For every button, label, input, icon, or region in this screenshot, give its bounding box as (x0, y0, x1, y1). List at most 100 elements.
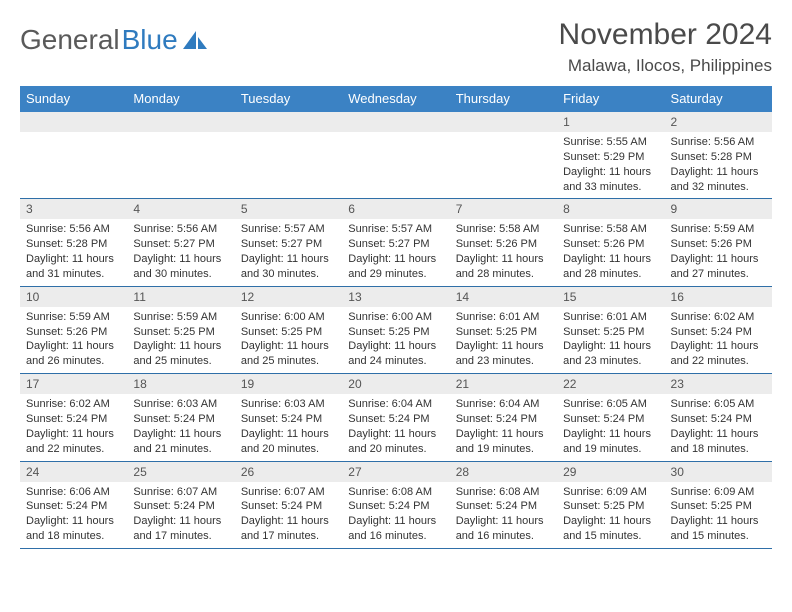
daylight-line: Daylight: 11 hours and 16 minutes. (456, 514, 551, 544)
sunrise-line: Sunrise: 5:59 AM (26, 310, 121, 325)
sunrise-line: Sunrise: 5:56 AM (26, 222, 121, 237)
sunrise-line: Sunrise: 6:07 AM (133, 485, 228, 500)
sunrise-line: Sunrise: 5:56 AM (671, 135, 766, 150)
sunset-line: Sunset: 5:26 PM (26, 325, 121, 340)
calendar-cell: 25Sunrise: 6:07 AMSunset: 5:24 PMDayligh… (127, 461, 234, 548)
day-details: Sunrise: 6:00 AMSunset: 5:25 PMDaylight:… (235, 307, 342, 373)
daylight-line: Daylight: 11 hours and 19 minutes. (456, 427, 551, 457)
month-title: November 2024 (559, 18, 772, 52)
day-number: 23 (665, 374, 772, 394)
sunrise-line: Sunrise: 6:01 AM (456, 310, 551, 325)
sunrise-line: Sunrise: 6:05 AM (563, 397, 658, 412)
daylight-line: Daylight: 11 hours and 30 minutes. (133, 252, 228, 282)
daylight-line: Daylight: 11 hours and 23 minutes. (563, 339, 658, 369)
sunrise-line: Sunrise: 6:03 AM (241, 397, 336, 412)
calendar-week: 10Sunrise: 5:59 AMSunset: 5:26 PMDayligh… (20, 286, 772, 373)
day-details: Sunrise: 6:01 AMSunset: 5:25 PMDaylight:… (557, 307, 664, 373)
empty-day (235, 112, 342, 132)
sunrise-line: Sunrise: 5:58 AM (456, 222, 551, 237)
calendar-cell (342, 112, 449, 199)
daylight-line: Daylight: 11 hours and 18 minutes. (671, 427, 766, 457)
day-header: Wednesday (342, 86, 449, 112)
day-details: Sunrise: 5:58 AMSunset: 5:26 PMDaylight:… (557, 219, 664, 285)
day-number: 6 (342, 199, 449, 219)
day-details: Sunrise: 6:04 AMSunset: 5:24 PMDaylight:… (450, 394, 557, 460)
day-header: Saturday (665, 86, 772, 112)
day-details: Sunrise: 6:01 AMSunset: 5:25 PMDaylight:… (450, 307, 557, 373)
calendar-cell: 9Sunrise: 5:59 AMSunset: 5:26 PMDaylight… (665, 199, 772, 286)
day-number: 21 (450, 374, 557, 394)
day-number: 13 (342, 287, 449, 307)
day-number: 20 (342, 374, 449, 394)
sunset-line: Sunset: 5:25 PM (671, 499, 766, 514)
day-details: Sunrise: 5:56 AMSunset: 5:28 PMDaylight:… (20, 219, 127, 285)
day-number: 3 (20, 199, 127, 219)
day-details: Sunrise: 6:09 AMSunset: 5:25 PMDaylight:… (665, 482, 772, 548)
sunset-line: Sunset: 5:24 PM (671, 412, 766, 427)
calendar-cell: 16Sunrise: 6:02 AMSunset: 5:24 PMDayligh… (665, 286, 772, 373)
daylight-line: Daylight: 11 hours and 16 minutes. (348, 514, 443, 544)
sunrise-line: Sunrise: 5:56 AM (133, 222, 228, 237)
day-number: 11 (127, 287, 234, 307)
calendar-cell (20, 112, 127, 199)
day-number: 8 (557, 199, 664, 219)
sunset-line: Sunset: 5:24 PM (133, 499, 228, 514)
logo-text-1: General (20, 24, 120, 56)
day-details: Sunrise: 5:59 AMSunset: 5:26 PMDaylight:… (665, 219, 772, 285)
sunrise-line: Sunrise: 6:03 AM (133, 397, 228, 412)
sunset-line: Sunset: 5:24 PM (26, 412, 121, 427)
daylight-line: Daylight: 11 hours and 21 minutes. (133, 427, 228, 457)
sunset-line: Sunset: 5:25 PM (241, 325, 336, 340)
sunrise-line: Sunrise: 5:57 AM (241, 222, 336, 237)
sunset-line: Sunset: 5:29 PM (563, 150, 658, 165)
calendar-cell: 15Sunrise: 6:01 AMSunset: 5:25 PMDayligh… (557, 286, 664, 373)
sunset-line: Sunset: 5:24 PM (348, 412, 443, 427)
sunset-line: Sunset: 5:24 PM (563, 412, 658, 427)
calendar-cell: 8Sunrise: 5:58 AMSunset: 5:26 PMDaylight… (557, 199, 664, 286)
sunset-line: Sunset: 5:25 PM (563, 499, 658, 514)
daylight-line: Daylight: 11 hours and 20 minutes. (348, 427, 443, 457)
logo-text-2: Blue (122, 24, 178, 56)
daylight-line: Daylight: 11 hours and 17 minutes. (133, 514, 228, 544)
sunset-line: Sunset: 5:24 PM (26, 499, 121, 514)
location: Malawa, Ilocos, Philippines (559, 56, 772, 76)
day-details: Sunrise: 6:03 AMSunset: 5:24 PMDaylight:… (127, 394, 234, 460)
day-number: 7 (450, 199, 557, 219)
daylight-line: Daylight: 11 hours and 30 minutes. (241, 252, 336, 282)
sunrise-line: Sunrise: 6:01 AM (563, 310, 658, 325)
sunset-line: Sunset: 5:24 PM (241, 412, 336, 427)
sunset-line: Sunset: 5:26 PM (671, 237, 766, 252)
empty-day (342, 112, 449, 132)
calendar-week: 24Sunrise: 6:06 AMSunset: 5:24 PMDayligh… (20, 461, 772, 548)
calendar-cell: 29Sunrise: 6:09 AMSunset: 5:25 PMDayligh… (557, 461, 664, 548)
sunset-line: Sunset: 5:26 PM (456, 237, 551, 252)
day-details: Sunrise: 6:00 AMSunset: 5:25 PMDaylight:… (342, 307, 449, 373)
day-number: 15 (557, 287, 664, 307)
daylight-line: Daylight: 11 hours and 20 minutes. (241, 427, 336, 457)
day-details: Sunrise: 6:02 AMSunset: 5:24 PMDaylight:… (20, 394, 127, 460)
calendar-cell: 24Sunrise: 6:06 AMSunset: 5:24 PMDayligh… (20, 461, 127, 548)
daylight-line: Daylight: 11 hours and 29 minutes. (348, 252, 443, 282)
calendar-cell: 3Sunrise: 5:56 AMSunset: 5:28 PMDaylight… (20, 199, 127, 286)
day-details: Sunrise: 5:57 AMSunset: 5:27 PMDaylight:… (342, 219, 449, 285)
day-number: 19 (235, 374, 342, 394)
day-details: Sunrise: 6:05 AMSunset: 5:24 PMDaylight:… (665, 394, 772, 460)
sunrise-line: Sunrise: 5:59 AM (671, 222, 766, 237)
day-details: Sunrise: 5:58 AMSunset: 5:26 PMDaylight:… (450, 219, 557, 285)
calendar-cell: 14Sunrise: 6:01 AMSunset: 5:25 PMDayligh… (450, 286, 557, 373)
daylight-line: Daylight: 11 hours and 32 minutes. (671, 165, 766, 195)
day-details: Sunrise: 6:03 AMSunset: 5:24 PMDaylight:… (235, 394, 342, 460)
day-number: 5 (235, 199, 342, 219)
day-details: Sunrise: 6:08 AMSunset: 5:24 PMDaylight:… (342, 482, 449, 548)
sunset-line: Sunset: 5:25 PM (456, 325, 551, 340)
calendar-week: 17Sunrise: 6:02 AMSunset: 5:24 PMDayligh… (20, 374, 772, 461)
daylight-line: Daylight: 11 hours and 23 minutes. (456, 339, 551, 369)
calendar-cell: 20Sunrise: 6:04 AMSunset: 5:24 PMDayligh… (342, 374, 449, 461)
daylight-line: Daylight: 11 hours and 28 minutes. (456, 252, 551, 282)
calendar-cell: 17Sunrise: 6:02 AMSunset: 5:24 PMDayligh… (20, 374, 127, 461)
empty-day (127, 112, 234, 132)
day-number: 16 (665, 287, 772, 307)
day-number: 26 (235, 462, 342, 482)
calendar-cell: 19Sunrise: 6:03 AMSunset: 5:24 PMDayligh… (235, 374, 342, 461)
header: GeneralBlue November 2024 Malawa, Ilocos… (20, 18, 772, 76)
